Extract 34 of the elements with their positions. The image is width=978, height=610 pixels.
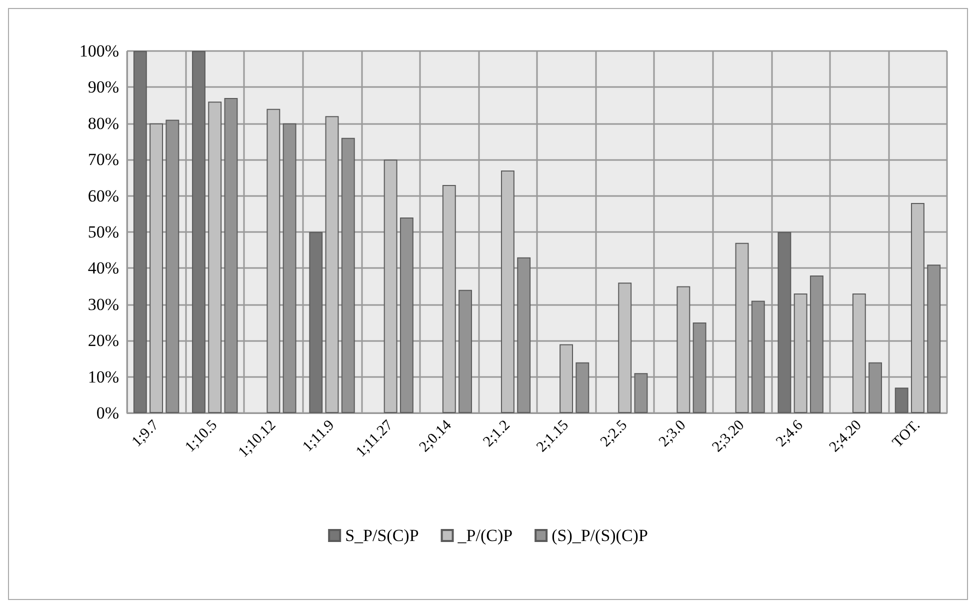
- legend-label: (S)_P/(S)(C)P: [552, 526, 648, 545]
- bar: [384, 160, 398, 413]
- y-tick-label: 50%: [88, 222, 119, 242]
- bar: [560, 344, 574, 413]
- y-tick-label: 80%: [88, 114, 119, 133]
- bar: [676, 286, 690, 413]
- x-tick-label: TOT.: [890, 417, 924, 451]
- bar: [309, 232, 323, 413]
- bar: [794, 294, 808, 413]
- bar: [894, 388, 908, 413]
- y-tick-label: 60%: [88, 186, 119, 206]
- bar: [910, 203, 924, 413]
- y-tick-label: 30%: [88, 294, 119, 314]
- bar: [133, 51, 147, 413]
- bar: [150, 123, 164, 413]
- legend-label: S_P/S(C)P: [345, 526, 419, 545]
- bar: [735, 242, 749, 413]
- bar: [325, 116, 339, 413]
- y-tick-label: 10%: [88, 367, 119, 386]
- bar: [208, 102, 222, 413]
- y-tick-label: 0%: [96, 404, 119, 422]
- bar: [192, 51, 206, 413]
- bar: [266, 108, 280, 413]
- bar: [778, 232, 792, 413]
- y-tick-label: 90%: [88, 78, 119, 97]
- bar: [442, 184, 456, 413]
- bar: [618, 282, 632, 413]
- y-tick-label: 40%: [88, 258, 119, 278]
- bar: [500, 170, 514, 413]
- legend-label: _P/(C)P: [456, 526, 513, 545]
- y-tick-label: 20%: [88, 331, 119, 350]
- y-tick-label: 70%: [88, 150, 119, 170]
- bar: [852, 294, 866, 413]
- y-tick-label: 100%: [79, 42, 119, 60]
